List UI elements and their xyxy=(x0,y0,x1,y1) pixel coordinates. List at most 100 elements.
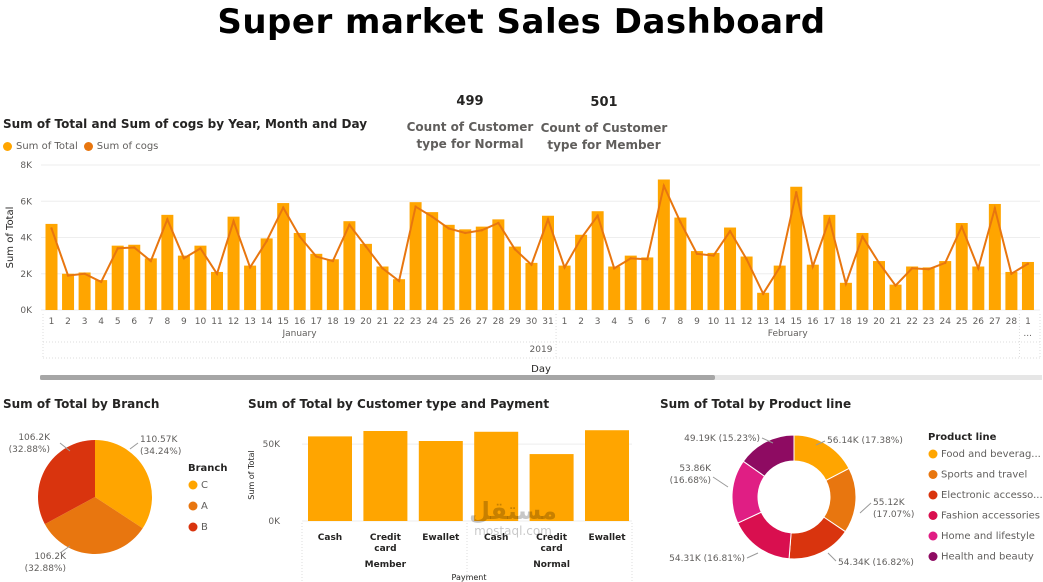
branch-legend-label[interactable]: C xyxy=(201,480,208,491)
combo-bar[interactable] xyxy=(128,244,141,310)
branch-legend-label[interactable]: A xyxy=(201,501,208,512)
combo-bar[interactable] xyxy=(95,280,108,310)
combo-x-tick: 13 xyxy=(757,317,768,327)
combo-bar[interactable] xyxy=(575,234,588,310)
product-leader xyxy=(827,552,837,562)
combo-bar[interactable] xyxy=(624,255,637,310)
combo-bar[interactable] xyxy=(740,256,753,310)
combo-bar[interactable] xyxy=(873,261,885,310)
combo-bar[interactable] xyxy=(674,217,687,310)
combo-bar[interactable] xyxy=(591,211,604,310)
product-legend-label[interactable]: Fashion accessories xyxy=(941,511,1040,522)
combo-chart-scrollbar-thumb[interactable] xyxy=(40,375,715,380)
combo-bar[interactable] xyxy=(492,219,505,310)
product-leader xyxy=(859,502,872,514)
combo-bar[interactable] xyxy=(409,202,422,310)
combo-bar[interactable] xyxy=(343,221,356,310)
payment-bar[interactable] xyxy=(474,431,519,521)
combo-bar[interactable] xyxy=(641,257,654,310)
combo-bar[interactable] xyxy=(806,264,819,310)
combo-bar[interactable] xyxy=(310,253,323,310)
branch-pie-chart[interactable]: 110.57K (34.24%) 106.2K (32.88%) 106.2K (32.8… xyxy=(0,415,240,582)
combo-bar[interactable] xyxy=(839,282,852,310)
product-legend-label[interactable]: Food and beverag... xyxy=(941,449,1041,460)
combo-bar[interactable] xyxy=(277,203,290,310)
combo-bar[interactable] xyxy=(45,223,58,310)
combo-bar[interactable] xyxy=(707,252,720,310)
combo-bar[interactable] xyxy=(757,292,770,310)
combo-cogs-point xyxy=(149,259,152,263)
combo-bar[interactable] xyxy=(326,259,339,310)
combo-x-tick: 26 xyxy=(460,317,472,327)
combo-bar[interactable] xyxy=(889,284,902,310)
legend-label-cogs[interactable]: Sum of cogs xyxy=(96,141,159,152)
combo-bar[interactable] xyxy=(690,251,703,310)
branch-pie-slice[interactable] xyxy=(44,497,143,554)
product-donut-slice[interactable] xyxy=(742,434,795,477)
combo-bar[interactable] xyxy=(657,179,670,311)
combo-bar[interactable] xyxy=(790,186,803,310)
combo-bar[interactable] xyxy=(359,243,372,310)
combo-bar[interactable] xyxy=(608,266,621,311)
combo-bar[interactable] xyxy=(856,232,869,310)
combo-bar[interactable] xyxy=(376,266,389,311)
combo-bar[interactable] xyxy=(906,266,919,311)
combo-cogs-point xyxy=(530,263,533,266)
combo-bar[interactable] xyxy=(194,245,207,310)
combo-bar[interactable] xyxy=(475,226,488,310)
combo-bar[interactable] xyxy=(211,271,223,310)
combo-bar[interactable] xyxy=(558,265,571,310)
combo-bar[interactable] xyxy=(260,238,273,310)
product-legend-label[interactable]: Health and beauty xyxy=(941,552,1034,563)
product-donut-chart[interactable]: 56.14K (17.38%) 55.12K (17.07%) 54.34K (16.… xyxy=(640,415,1043,582)
payment-x-tick-line: card xyxy=(540,544,562,554)
combo-x-tick: 1 xyxy=(49,317,55,327)
combo-chart-scrollbar[interactable] xyxy=(40,375,1042,380)
combo-bar[interactable] xyxy=(724,227,737,310)
payment-x-tick: Credit card xyxy=(536,533,568,554)
branch-pie-slice[interactable] xyxy=(38,440,95,525)
branch-legend-label[interactable]: B xyxy=(201,522,208,533)
combo-bar[interactable] xyxy=(773,265,786,310)
combo-bar[interactable] xyxy=(177,255,190,310)
product-legend-label[interactable]: Sports and travel xyxy=(941,470,1027,481)
combo-bar[interactable] xyxy=(922,267,935,310)
combo-bar[interactable] xyxy=(442,224,455,310)
combo-bar[interactable] xyxy=(459,229,472,310)
combo-bar[interactable] xyxy=(1021,261,1034,310)
payment-bar[interactable] xyxy=(308,436,352,521)
legend-label-total[interactable]: Sum of Total xyxy=(16,141,78,152)
combo-bar[interactable] xyxy=(227,216,240,310)
combo-bar[interactable] xyxy=(972,266,985,311)
combo-bar[interactable] xyxy=(161,214,174,310)
combo-bar[interactable] xyxy=(62,273,75,310)
combo-bar[interactable] xyxy=(426,212,439,310)
combo-bar[interactable] xyxy=(955,223,968,310)
payment-bar[interactable] xyxy=(418,441,463,521)
combo-bar[interactable] xyxy=(393,279,406,310)
combo-bar[interactable] xyxy=(111,245,124,310)
combo-bar[interactable] xyxy=(293,232,306,310)
branch-pie-slice[interactable] xyxy=(95,440,152,529)
combo-bar[interactable] xyxy=(823,214,836,310)
combo-cogs-point xyxy=(563,266,566,269)
combo-bar[interactable] xyxy=(244,265,257,310)
combo-bar[interactable] xyxy=(78,272,91,310)
combo-bar[interactable] xyxy=(939,261,952,310)
combo-bar[interactable] xyxy=(542,215,554,310)
combo-bar[interactable] xyxy=(508,246,521,310)
product-legend-label[interactable]: Electronic accesso... xyxy=(941,490,1043,501)
product-legend-label[interactable]: Home and lifestyle xyxy=(941,531,1035,542)
combo-bar[interactable] xyxy=(525,262,538,310)
combo-bar[interactable] xyxy=(144,258,157,310)
payment-bar[interactable] xyxy=(529,454,574,521)
combo-cogs-point xyxy=(728,229,732,233)
payment-bar[interactable] xyxy=(585,430,629,521)
combo-bar[interactable] xyxy=(988,203,1001,310)
payment-bar[interactable] xyxy=(363,431,408,521)
combo-x-tick: 4 xyxy=(611,317,617,327)
combo-bar[interactable] xyxy=(1005,271,1018,310)
product-legend-dot xyxy=(928,470,938,479)
